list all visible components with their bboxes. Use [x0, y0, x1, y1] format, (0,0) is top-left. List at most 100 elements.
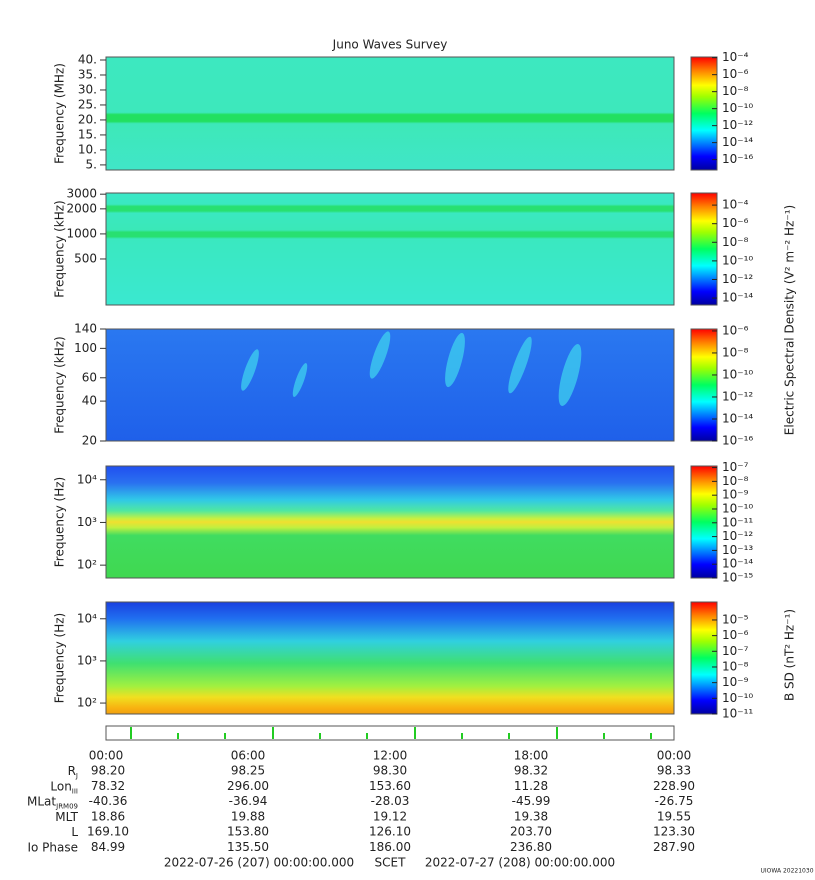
colorbar [690, 328, 718, 442]
y-tick-label: 3000 [66, 187, 97, 201]
y-tick-label: 20. [78, 112, 97, 126]
y-tick-label: 10³ [77, 653, 97, 667]
ephemeris-value: 98.30 [373, 764, 407, 778]
y-axis-label: Frequency (Hz) [53, 477, 67, 568]
y-tick-label: 1000 [66, 226, 97, 240]
y-tick-label: 15. [78, 127, 97, 141]
colorbar-tick-label: 10⁻⁴ [722, 50, 749, 64]
panels: Frequency (MHz) 40.35.30.25.20.15.10.5. 10… [53, 50, 754, 720]
time-label: 00:00 [89, 749, 124, 763]
ephemeris-value: 84.99 [91, 840, 125, 854]
colorbar-tick-label: 10⁻⁸ [722, 659, 749, 673]
colorbar-tick-label: 10⁻⁸ [722, 235, 749, 249]
ephemeris-label: L [71, 825, 78, 839]
figure-title: Juno Waves Survey [332, 38, 448, 52]
colorbar-tick-label: 10⁻¹⁰ [722, 691, 753, 705]
spectrogram [105, 465, 675, 579]
colorbar-tick-label: 10⁻¹⁴ [722, 135, 753, 149]
colorbar-tick-label: 10⁻⁸ [722, 345, 749, 359]
timeline-strip [105, 725, 675, 741]
colorbar [690, 56, 718, 171]
ephemeris-value: 153.80 [227, 825, 269, 839]
ephemeris-value: 11.28 [514, 779, 548, 793]
y-tick-label: 140 [74, 322, 97, 336]
spectrogram [105, 192, 675, 306]
y-tick-label: 10⁴ [77, 611, 97, 625]
colorbar-tick-label: 10⁻⁸ [722, 474, 749, 488]
ephemeris-value: 228.90 [653, 779, 695, 793]
ephemeris-value: 135.50 [227, 840, 269, 854]
ephemeris-value: 153.60 [369, 779, 411, 793]
credit: UIOWA 20221030 [760, 868, 813, 875]
y-tick-label: 60 [82, 370, 97, 384]
ephemeris-label: Io Phase [27, 840, 78, 854]
time-label: 06:00 [231, 749, 266, 763]
y-tick-label: 10³ [77, 515, 97, 529]
colorbar-tick-label: 10⁻¹² [722, 272, 753, 286]
ephemeris-label: MLatJRM09 [27, 794, 78, 811]
colorbar-tick-label: 10⁻¹⁴ [722, 291, 753, 305]
colorbar-tick-label: 10⁻¹⁰ [722, 101, 753, 115]
colorbar-tick-label: 10⁻⁹ [722, 488, 749, 502]
ephemeris-value: 19.55 [657, 809, 691, 823]
label-subscript: J [75, 772, 78, 780]
colorbar-tick-label: 10⁻¹⁰ [722, 501, 753, 515]
time-system: SCET [375, 856, 407, 870]
colorbar-label: Electric Spectral Density (V² m⁻² Hz⁻¹) [783, 205, 797, 435]
y-tick-label: 30. [78, 82, 97, 96]
colorbar-tick-label: 10⁻⁶ [722, 216, 749, 230]
time-label: 00:00 [657, 749, 692, 763]
colorbar-tick-label: 10⁻¹⁰ [722, 367, 753, 381]
colorbar-tick-label: 10⁻¹² [722, 118, 753, 132]
colorbar-tick-label: 10⁻¹² [722, 389, 753, 403]
ephemeris-value: -45.99 [512, 794, 551, 808]
end-time: 2022-07-27 (208) 00:00:00.000 [425, 856, 615, 870]
colorbar [690, 601, 718, 715]
y-tick-label: 100 [74, 341, 97, 355]
colorbar-tick-label: 10⁻¹¹ [722, 707, 753, 721]
y-axis-label: Frequency (kHz) [53, 200, 67, 297]
y-tick-label: 5. [86, 157, 97, 171]
ephemeris-value: 236.80 [510, 840, 552, 854]
y-tick-label: 25. [78, 97, 97, 111]
time-label: 18:00 [514, 749, 549, 763]
label-text: L [71, 825, 78, 839]
time-label: 12:00 [373, 749, 408, 763]
ephemeris-value: -28.03 [371, 794, 410, 808]
ephemeris-value: -36.94 [229, 794, 268, 808]
colorbar-tick-label: 10⁻¹⁶ [722, 152, 753, 166]
ephemeris-value: 98.20 [91, 764, 125, 778]
colorbar-tick-label: 10⁻¹⁵ [722, 571, 753, 585]
start-time: 2022-07-26 (207) 00:00:00.000 [164, 856, 354, 870]
y-tick-label: 35. [78, 67, 97, 81]
y-tick-label: 20 [82, 434, 97, 448]
ephemeris-value: 169.10 [87, 825, 129, 839]
colorbar-tick-label: 10⁻¹⁴ [722, 411, 753, 425]
label-subscript: III [72, 787, 78, 795]
y-tick-label: 10² [77, 558, 97, 572]
y-tick-label: 10. [78, 142, 97, 156]
colorbar-tick-label: 10⁻¹⁶ [722, 434, 753, 448]
label-text: MLT [55, 809, 78, 823]
y-tick-label: 10² [77, 696, 97, 710]
colorbar-tick-label: 10⁻⁷ [722, 460, 749, 474]
colorbar-tick-label: 10⁻⁶ [722, 628, 749, 642]
colorbar [690, 465, 718, 579]
y-axis-label: Frequency (MHz) [53, 63, 67, 164]
label-text: Io Phase [27, 840, 78, 854]
ephemeris-label: LonIII [50, 779, 78, 796]
label-text: R [68, 764, 76, 778]
colorbar-tick-label: 10⁻¹¹ [722, 515, 753, 529]
streaks [241, 331, 582, 406]
spectrogram [105, 601, 675, 715]
spectrogram [105, 56, 675, 171]
colorbar-tick-label: 10⁻¹⁴ [722, 557, 753, 571]
y-tick-label: 2000 [66, 201, 97, 215]
colorbar-tick-label: 10⁻¹³ [722, 543, 753, 557]
y-axis-label: Frequency (Hz) [53, 613, 67, 704]
colorbar-tick-label: 10⁻⁴ [722, 198, 749, 212]
ephemeris-value: -40.36 [89, 794, 128, 808]
ephemeris-value: 186.00 [369, 840, 411, 854]
colorbar-tick-label: 10⁻⁶ [722, 323, 749, 337]
